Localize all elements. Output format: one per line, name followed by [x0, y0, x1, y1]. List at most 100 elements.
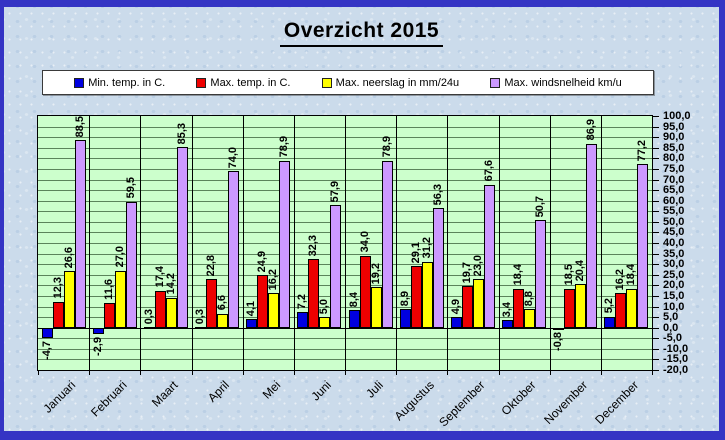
min-temp-swatch-icon — [74, 77, 85, 88]
bar — [432, 208, 444, 328]
y-axis-label: 25,0 — [663, 268, 685, 281]
y-axis-tick — [653, 116, 659, 117]
bar — [564, 288, 576, 328]
bar — [483, 184, 495, 328]
bar — [279, 160, 291, 328]
bar — [461, 285, 473, 328]
bar — [586, 143, 598, 328]
bar — [92, 327, 104, 334]
bar-value-label: 86,9 — [585, 119, 598, 141]
month-label: December — [592, 378, 642, 428]
bar — [359, 255, 371, 328]
bar — [114, 270, 126, 328]
bar — [268, 293, 280, 328]
month-separator — [345, 116, 346, 370]
y-axis-label: 70,0 — [663, 173, 685, 186]
y-axis-label: -10,0 — [663, 342, 689, 355]
x-axis-tick — [549, 371, 551, 375]
plot-area: -4,7 12,3 26,6 88,5 -2,9 11,6 27,0 59,5 0,3 17,4 1… — [37, 115, 653, 371]
month-label: September — [436, 378, 488, 430]
y-axis-label: -5,0 — [663, 332, 682, 345]
y-axis-tick — [653, 348, 659, 350]
y-axis-label: 0,0 — [663, 321, 679, 334]
y-axis-tick — [653, 338, 659, 340]
x-axis-tick — [498, 371, 500, 375]
y-axis-tick — [653, 317, 659, 319]
bar — [319, 317, 331, 328]
y-axis-tick — [653, 295, 659, 297]
bar-value-label: 34,0 — [358, 231, 371, 253]
x-axis-tick — [447, 371, 449, 375]
x-axis-tick — [89, 371, 91, 375]
x-axis-tick — [600, 371, 602, 375]
bar-value-label: 67,6 — [482, 160, 495, 182]
y-axis-tick — [653, 221, 659, 223]
bar-value-label: 50,7 — [534, 195, 547, 218]
bar-value-label: 85,3 — [175, 122, 188, 145]
y-axis-label: -15,0 — [663, 353, 689, 366]
y-axis-label: 10,0 — [663, 300, 685, 313]
y-axis-label: 90,0 — [663, 131, 685, 144]
month-label: Oktober — [498, 378, 539, 419]
bar — [472, 278, 484, 328]
legend-item-max-temp: Max. temp. in C. — [196, 77, 290, 89]
bar-value-label: 22,8 — [205, 255, 218, 277]
legend-label: Min. temp. in C. — [88, 76, 166, 89]
month-separator — [140, 116, 142, 370]
y-axis-tick — [653, 327, 659, 329]
y-axis-label: 100,0 — [663, 110, 691, 122]
bar-value-label: 56,3 — [431, 184, 444, 206]
neerslag-swatch-icon — [321, 77, 332, 88]
bar-value-label: 18,4 — [512, 264, 525, 286]
y-axis-label: 85,0 — [663, 141, 685, 154]
y-axis-label: 35,0 — [663, 247, 685, 260]
bar — [615, 293, 627, 328]
bar — [381, 160, 393, 328]
y-axis-label: 15,0 — [663, 289, 685, 302]
legend-item-min-temp: Min. temp. in C. — [74, 77, 165, 89]
bar-value-label: -4,7 — [40, 340, 53, 360]
month-label: Mei — [259, 378, 284, 402]
bar — [297, 312, 309, 328]
month-separator — [549, 116, 551, 370]
month-label: April — [205, 378, 232, 405]
bar — [308, 259, 320, 328]
bar — [246, 318, 258, 328]
y-axis-tick — [653, 232, 659, 234]
y-axis-tick — [653, 168, 659, 170]
y-axis-tick — [653, 264, 659, 266]
y-axis-label: -20,0 — [663, 364, 689, 376]
bar — [637, 164, 649, 328]
x-axis-tick — [38, 371, 39, 375]
bar-value-label: 88,5 — [73, 115, 86, 138]
bar — [502, 320, 514, 328]
x-axis-tick — [140, 371, 142, 375]
bar — [604, 316, 616, 328]
bar — [41, 327, 53, 338]
bar-value-label: 32,3 — [307, 234, 320, 257]
month-separator — [447, 116, 449, 370]
y-axis-tick — [653, 243, 659, 244]
x-axis-tick — [345, 371, 346, 375]
bar — [195, 327, 207, 330]
y-axis-label: 20,0 — [663, 279, 685, 292]
month-label: Februari — [88, 378, 130, 420]
bar — [410, 266, 422, 328]
bar — [575, 284, 587, 328]
bar — [176, 147, 188, 328]
month-separator — [498, 116, 500, 370]
y-axis-label: 80,0 — [663, 152, 685, 165]
bar — [553, 327, 565, 330]
month-separator — [191, 116, 193, 370]
bar — [626, 288, 638, 328]
legend-item-neerslag: Max. neerslag in mm/24u — [321, 77, 459, 89]
y-axis-tick — [653, 126, 659, 128]
y-axis-label: 50,0 — [663, 215, 685, 228]
bar-value-label: 77,2 — [636, 139, 649, 162]
x-axis-tick — [293, 371, 295, 375]
bar-value-label: 78,9 — [380, 136, 393, 158]
bar — [103, 303, 115, 328]
bar — [257, 274, 269, 328]
month-label: November — [541, 378, 591, 428]
